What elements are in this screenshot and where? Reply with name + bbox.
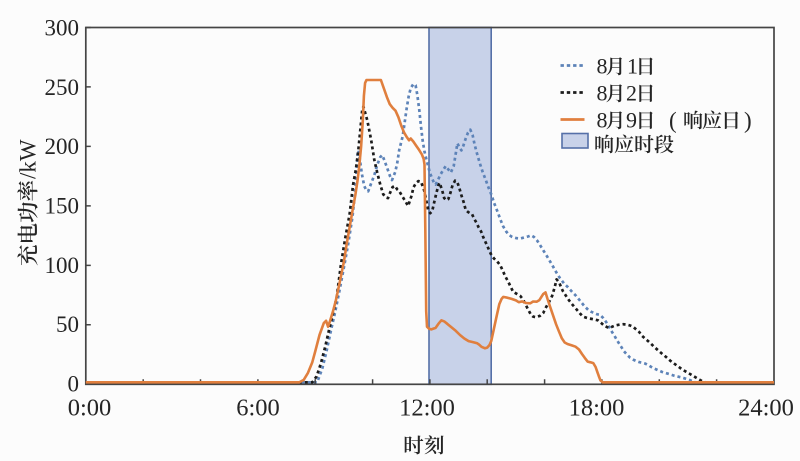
svg-text:50: 50 xyxy=(56,312,79,337)
svg-text:0:00: 0:00 xyxy=(68,394,112,421)
svg-text:8: 8 xyxy=(597,81,608,106)
svg-text:0: 0 xyxy=(68,371,80,396)
svg-text:250: 250 xyxy=(45,75,80,100)
svg-text:2: 2 xyxy=(626,81,637,106)
svg-text:9: 9 xyxy=(626,108,637,133)
svg-text:100: 100 xyxy=(45,253,80,278)
svg-text:6:00: 6:00 xyxy=(236,394,280,421)
svg-text:24:00: 24:00 xyxy=(738,394,794,421)
svg-text:): ) xyxy=(744,108,752,133)
svg-text:8: 8 xyxy=(597,108,608,133)
svg-text:18:00: 18:00 xyxy=(569,394,625,421)
svg-text:8: 8 xyxy=(597,54,608,79)
svg-text:/kW: /kW xyxy=(16,139,41,179)
svg-text:1: 1 xyxy=(627,54,638,79)
svg-text:200: 200 xyxy=(45,134,80,159)
svg-text:150: 150 xyxy=(45,194,80,219)
svg-text:(: ( xyxy=(669,108,677,133)
svg-text:12:00: 12:00 xyxy=(399,394,455,421)
svg-text:300: 300 xyxy=(45,16,80,41)
